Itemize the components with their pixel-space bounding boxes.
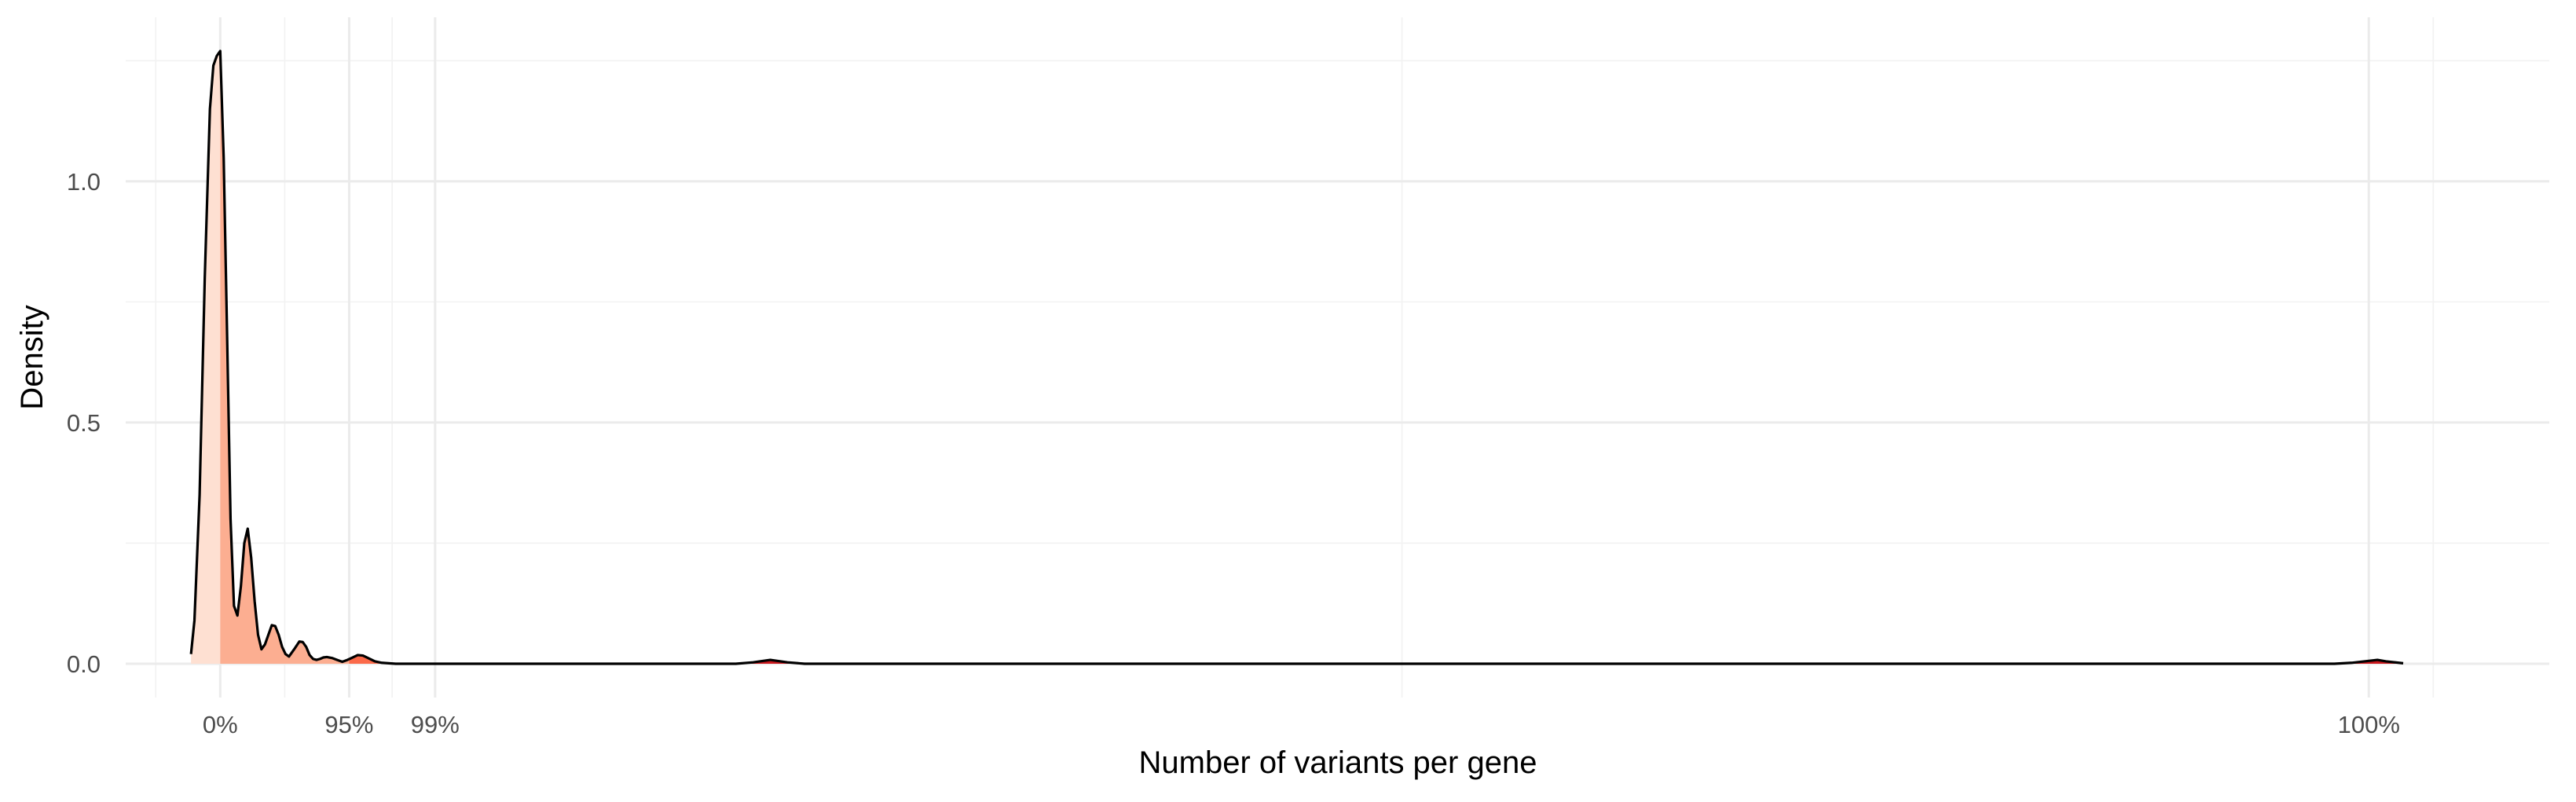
- x-tick-label: 100%: [2338, 711, 2400, 738]
- quantile-fill-layer: [191, 50, 2404, 665]
- x-tick-label: 99%: [411, 711, 460, 738]
- density-line-layer: [189, 49, 2404, 665]
- y-tick-label: 0.0: [67, 650, 101, 678]
- quantile-band-1: [191, 50, 221, 665]
- density-curve: [189, 49, 2404, 665]
- x-tick-label: 95%: [324, 711, 373, 738]
- y-axis-ticks: 0.0 0.5 1.0: [67, 168, 101, 678]
- quantile-band-3: [349, 654, 435, 665]
- x-axis-ticks: 0% 95% 99% 100%: [203, 711, 2400, 738]
- grid-layer: [126, 17, 2549, 698]
- y-tick-label: 0.5: [67, 409, 101, 437]
- x-axis-title: Number of variants per gene: [1139, 745, 1537, 780]
- x-tick-label: 0%: [203, 711, 238, 738]
- y-axis-title: Density: [15, 305, 49, 409]
- y-tick-label: 1.0: [67, 168, 101, 196]
